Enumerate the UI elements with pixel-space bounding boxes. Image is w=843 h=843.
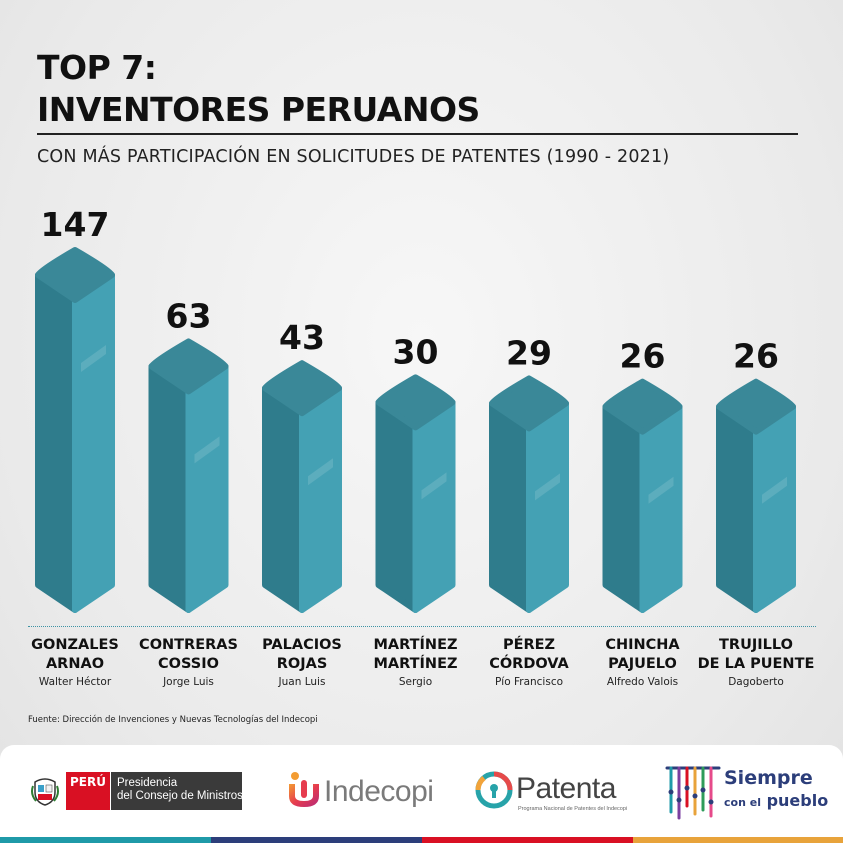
bar-value-label: 29 <box>506 333 552 372</box>
bar-face-left <box>262 385 305 613</box>
bar-top <box>148 338 229 395</box>
inventor-first-name: Alfredo Valois <box>606 676 679 688</box>
surname-line-2: COSSIO <box>158 656 219 672</box>
bar-face-right <box>185 363 229 613</box>
indecopi-icon <box>289 772 319 807</box>
bar-highlight <box>421 472 447 500</box>
bar-face-left <box>35 272 78 613</box>
peru-label: PERÚ <box>66 772 110 810</box>
bar-4 <box>375 374 456 613</box>
bar-top <box>489 375 569 432</box>
siempre-con-el-pueblo-icon <box>665 766 721 820</box>
footer-stripe-3 <box>422 837 633 843</box>
inventor-surname: GONZALES ARNAO <box>16 636 134 674</box>
title-line-2: INVENTORES PERUANOS <box>37 90 480 129</box>
bar-top <box>262 360 342 417</box>
bar-face-left <box>375 399 419 613</box>
bar-5 <box>489 375 569 613</box>
bar-highlight <box>194 436 220 464</box>
surname-line-1: CHINCHA <box>605 637 680 653</box>
bar-value-label: 26 <box>733 337 779 376</box>
surname-line-1: TRUJILLO <box>719 637 793 653</box>
bar-face-left <box>716 403 759 613</box>
inventor-surname: CONTRERAS COSSIO <box>130 636 248 674</box>
bar-top <box>716 378 796 435</box>
indecopi-label: Indecopi <box>324 775 434 808</box>
footer-stripe-4 <box>633 837 843 843</box>
surname-line-2: ROJAS <box>276 656 328 672</box>
siempre-pueblo: pueblo <box>766 791 829 810</box>
pcm-logo: Presidencia del Consejo de Ministros <box>111 772 243 810</box>
bar-face-right <box>412 399 456 613</box>
inventor-surname: TRUJILLO DE LA PUENTE <box>697 636 815 674</box>
patenta-subtitle: Programa Nacional de Patentes del Indeco… <box>518 806 628 812</box>
bar-highlight <box>81 345 106 372</box>
pcm-line-1: Presidencia <box>117 777 178 789</box>
title-divider <box>37 133 798 135</box>
bar-face-right <box>639 403 683 613</box>
bar-value-label: 63 <box>166 296 212 335</box>
bar-6 <box>602 378 683 613</box>
bar-value-label: 26 <box>620 337 666 376</box>
inventor-surname: PALACIOS ROJAS <box>243 636 361 674</box>
bar-top <box>375 374 456 431</box>
bar-chart: 147 63 43 30 29 26 26 <box>35 205 796 613</box>
surname-line-1: PALACIOS <box>262 637 342 653</box>
patenta-label: Patenta <box>516 772 616 805</box>
bar-face-right <box>753 403 796 613</box>
bar-value-label: 147 <box>41 205 110 244</box>
title-line-1: TOP 7: <box>37 48 157 87</box>
surname-line-1: CONTRERAS <box>139 637 238 653</box>
inventor-surname: MARTÍNEZ MARTÍNEZ <box>357 636 475 674</box>
inventor-surname: CHINCHA PAJUELO <box>584 636 702 674</box>
surname-line-1: PÉREZ <box>502 637 556 653</box>
bar-face-right <box>526 400 569 613</box>
bar-2 <box>148 338 229 613</box>
subtitle: CON MÁS PARTICIPACIÓN EN SOLICITUDES DE … <box>37 147 670 167</box>
surname-line-1: GONZALES <box>31 637 119 653</box>
siempre-line-2: con el pueblo <box>724 791 828 810</box>
surname-line-2: DE LA PUENTE <box>697 656 815 672</box>
inventor-first-name: Jorge Luis <box>163 676 214 688</box>
surname-line-2: MARTÍNEZ <box>373 656 458 672</box>
bar-highlight <box>535 473 560 501</box>
bar-top <box>35 247 115 303</box>
peru-shield-icon <box>31 778 59 806</box>
siempre-line-1: Siempre <box>724 767 813 789</box>
patenta-icon <box>475 771 513 809</box>
bar-7 <box>716 378 796 613</box>
inventor-first-name: Juan Luis <box>278 676 326 688</box>
surname-line-1: MARTÍNEZ <box>373 637 458 653</box>
bar-highlight <box>648 476 674 504</box>
inventor-first-name: Walter Héctor <box>38 676 112 688</box>
bar-face-left <box>489 400 532 613</box>
source-note: Fuente: Dirección de Invenciones y Nueva… <box>28 715 318 725</box>
inventor-first-name: Dagoberto <box>728 676 784 688</box>
bar-1 <box>35 247 115 613</box>
bar-top <box>602 378 683 435</box>
surname-line-2: PAJUELO <box>608 656 677 672</box>
pcm-line-2: del Consejo de Ministros <box>117 790 243 802</box>
bar-3 <box>262 360 342 613</box>
footer-stripe-1 <box>0 837 211 843</box>
surname-line-2: CÓRDOVA <box>489 656 569 672</box>
inventor-first-name: Pío Francisco <box>494 676 564 688</box>
footer-logos: PERÚ Presidencia del Consejo de Ministro… <box>0 745 843 843</box>
bar-face-right <box>72 272 115 613</box>
surname-line-2: ARNAO <box>45 656 105 672</box>
bar-highlight <box>762 476 787 504</box>
bar-value-label: 43 <box>279 318 325 357</box>
bar-highlight <box>308 458 333 486</box>
inventor-surname: PÉREZ CÓRDOVA <box>470 636 588 674</box>
siempre-con-el: con el <box>724 796 761 809</box>
inventor-first-name: Sergio <box>398 676 433 688</box>
footer-stripe-2 <box>211 837 422 843</box>
bar-face-right <box>299 385 342 613</box>
bar-face-left <box>602 403 646 613</box>
chart-baseline <box>28 626 816 627</box>
bar-value-label: 30 <box>393 332 439 371</box>
bar-face-left <box>148 363 192 613</box>
